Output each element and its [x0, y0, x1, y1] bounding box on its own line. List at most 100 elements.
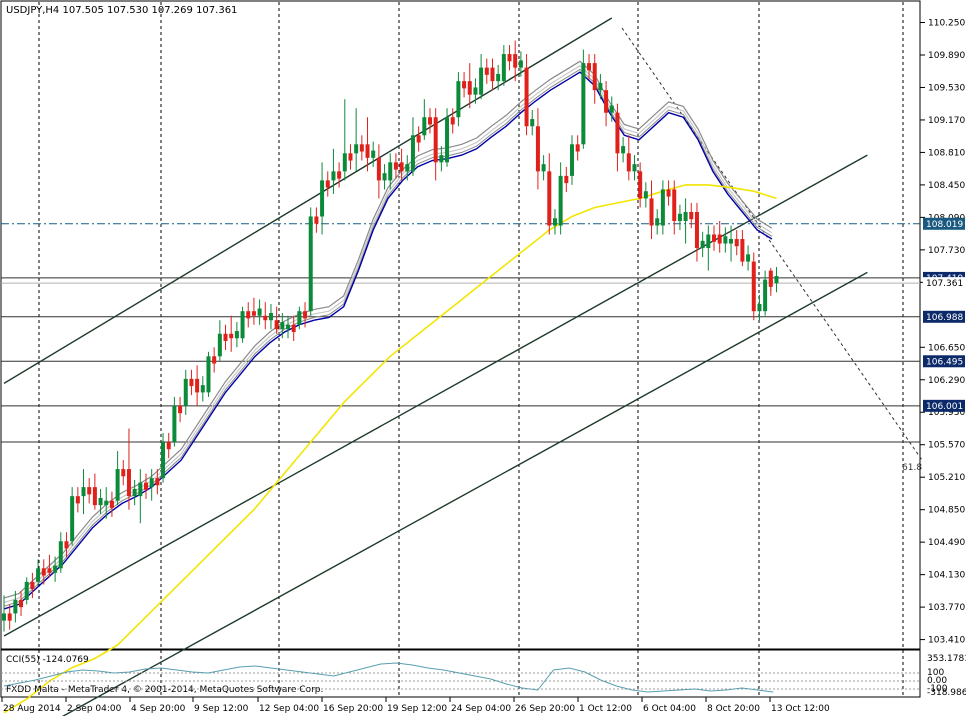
candle-body: [104, 500, 109, 506]
copyright-text: FXDD Malta - MetaTrader 4, © 2001-2014, …: [6, 685, 323, 695]
candle-body: [422, 117, 427, 136]
cci-indicator: CCI(55) -124.0769 FXDD Malta - MetaTrade…: [1, 654, 966, 698]
symbol-info: USDJPY,H4 107.505 107.530 107.269 107.36…: [6, 5, 237, 16]
candle-body: [274, 320, 279, 330]
cci-minus100-label: -100: [927, 684, 948, 694]
candle-body: [121, 469, 126, 477]
candle-body: [178, 405, 183, 414]
candle-body: [308, 216, 313, 312]
candle-body: [717, 234, 722, 244]
candle-body: [155, 478, 160, 486]
fibonacci-trendline[interactable]: [621, 27, 923, 461]
candle-body: [217, 333, 222, 357]
candle-body: [524, 67, 529, 127]
candle-body: [280, 322, 285, 330]
candle-body: [212, 356, 217, 364]
price-box-label: 106.988: [926, 313, 963, 323]
candle-body: [7, 613, 12, 621]
candle-body: [98, 497, 103, 506]
candle-body: [382, 173, 387, 181]
cci-max-label: 353.1781: [927, 654, 966, 664]
candle-body: [234, 331, 239, 339]
candle-body: [581, 63, 586, 145]
candle-body: [47, 568, 52, 573]
candle-body: [621, 146, 626, 154]
candle-body: [64, 541, 69, 549]
candle-body: [58, 541, 63, 569]
candle-body: [655, 218, 660, 226]
candle-body: [456, 81, 461, 118]
price-box-label: 106.495: [926, 357, 963, 367]
candle-body: [467, 81, 472, 95]
candle-body: [570, 144, 574, 176]
candle-body: [331, 171, 336, 181]
time-tick-label: 13 Oct 12:00: [771, 704, 830, 714]
candle-body: [541, 164, 546, 172]
candle-body: [240, 311, 245, 339]
channel-line: [3, 17, 613, 384]
candle-body: [530, 119, 535, 127]
candle-body: [206, 356, 211, 393]
time-tick-label: 4 Sep 20:00: [131, 704, 186, 714]
price-tick-label: 107.730: [928, 246, 965, 256]
ma-gray-line-1: [3, 60, 773, 599]
price-box-label: 107.361: [926, 279, 963, 289]
candle-body: [189, 378, 194, 387]
time-tick-label: 1 Oct 12:00: [579, 704, 632, 714]
candle-body: [706, 234, 711, 249]
candle-body: [325, 180, 330, 188]
candle-body: [558, 175, 563, 226]
candle-body: [115, 469, 120, 501]
price-box: [923, 355, 965, 368]
candle-body: [342, 153, 347, 172]
candle-body: [746, 254, 751, 262]
candle-body: [81, 487, 86, 497]
candle-body: [149, 478, 154, 488]
fib-level-label: 61.8: [902, 463, 922, 473]
candle-body: [36, 568, 41, 582]
candle-body: [268, 313, 273, 321]
candle-body: [763, 279, 768, 312]
candle-body: [598, 82, 603, 91]
time-tick-label: 2 Sep 04:00: [67, 704, 122, 714]
vertical-gridlines: [38, 2, 904, 697]
candle-body: [354, 144, 359, 154]
time-tick-label: 12 Sep 04:00: [259, 704, 319, 714]
candle-body: [70, 496, 75, 542]
candle-body: [41, 568, 46, 576]
candle-body: [479, 67, 484, 95]
candle-body: [251, 311, 256, 316]
price-tick-label: 105.210: [928, 473, 965, 483]
candle-body: [445, 117, 450, 163]
candle-body: [632, 164, 637, 172]
price-tick-label: 109.170: [928, 116, 965, 126]
candle-body: [399, 162, 404, 172]
channel-lines: [3, 17, 868, 720]
candle-body: [19, 599, 24, 608]
candle-body: [734, 239, 739, 247]
price-tick-label: 108.810: [928, 148, 965, 158]
candle-body: [2, 613, 6, 621]
candle-body: [564, 175, 569, 184]
candle-body: [660, 189, 665, 226]
price-tick-label: 109.530: [928, 83, 965, 93]
cci-min-label: -318.9861: [927, 688, 966, 698]
candle-body: [433, 117, 438, 163]
time-tick-label: 8 Oct 20:00: [707, 704, 760, 714]
time-axis[interactable]: 28 Aug 2014 2 Sep 04:00 4 Sep 20:00 9 Sep 1…: [1, 697, 830, 714]
candle-body: [592, 63, 597, 91]
candle-body: [376, 157, 381, 181]
candle-body: [138, 482, 143, 497]
time-tick-label: 26 Sep 20:00: [515, 704, 575, 714]
candle-body: [729, 239, 734, 244]
candle-body: [643, 191, 648, 199]
price-axis[interactable]: 110.250 109.890 109.530 109.170 108.810 108.4…: [920, 19, 965, 646]
price-box: [923, 310, 965, 323]
candle-body: [626, 153, 631, 172]
candle-body: [388, 162, 393, 181]
candle-body: [416, 135, 421, 143]
candle-body: [496, 73, 501, 82]
candle-body: [365, 144, 370, 158]
candle-body: [172, 405, 177, 443]
